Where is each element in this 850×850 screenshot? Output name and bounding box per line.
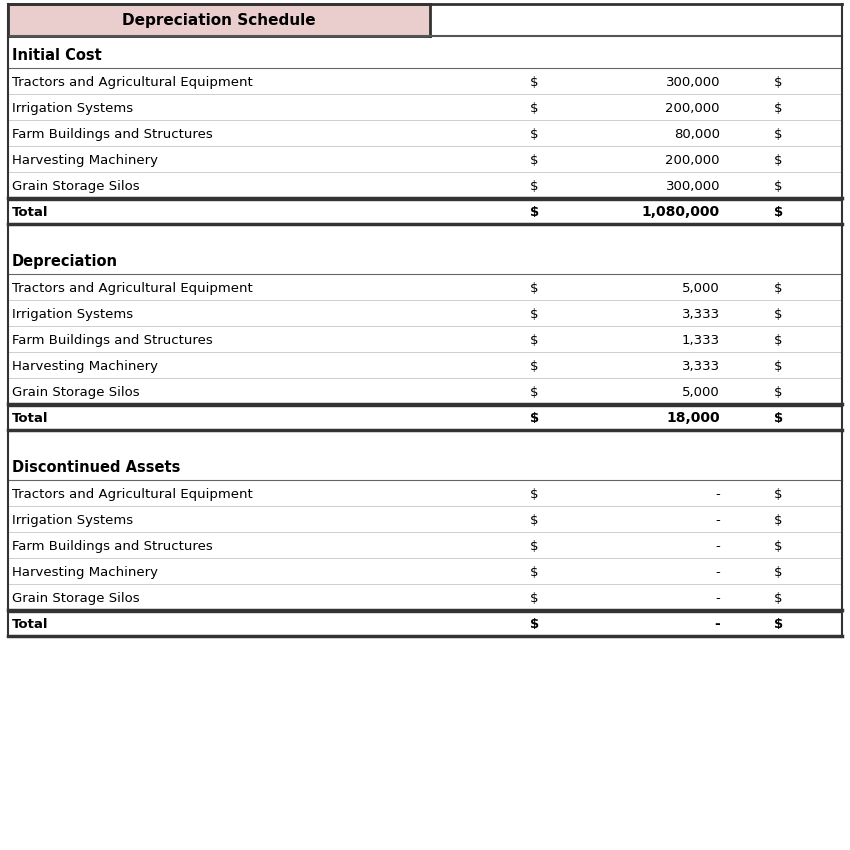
Text: $: $	[774, 386, 783, 399]
Text: $: $	[774, 592, 783, 605]
Text: Harvesting Machinery: Harvesting Machinery	[12, 360, 158, 373]
Text: 5,000: 5,000	[683, 282, 720, 295]
Text: -: -	[715, 488, 720, 501]
Text: $: $	[774, 513, 783, 527]
Text: $: $	[774, 102, 783, 115]
Text: Grain Storage Silos: Grain Storage Silos	[12, 180, 139, 193]
Text: $: $	[774, 128, 783, 141]
Text: $: $	[530, 386, 539, 399]
Text: -: -	[715, 513, 720, 527]
Text: 5,000: 5,000	[683, 386, 720, 399]
Text: Farm Buildings and Structures: Farm Buildings and Structures	[12, 128, 212, 141]
Text: Total: Total	[12, 206, 48, 218]
Text: -: -	[715, 566, 720, 579]
Text: -: -	[715, 540, 720, 552]
Text: -: -	[714, 617, 720, 632]
Text: $: $	[530, 360, 539, 373]
Text: $: $	[774, 76, 783, 88]
Text: $: $	[774, 360, 783, 373]
Text: $: $	[774, 566, 783, 579]
Text: -: -	[715, 592, 720, 605]
Text: Discontinued Assets: Discontinued Assets	[12, 460, 180, 475]
Text: Tractors and Agricultural Equipment: Tractors and Agricultural Equipment	[12, 282, 252, 295]
Text: $: $	[530, 488, 539, 501]
Text: $: $	[530, 180, 539, 193]
Text: $: $	[530, 334, 539, 347]
Text: Tractors and Agricultural Equipment: Tractors and Agricultural Equipment	[12, 488, 252, 501]
Text: 80,000: 80,000	[674, 128, 720, 141]
Text: $: $	[530, 128, 539, 141]
Text: $: $	[774, 180, 783, 193]
Text: Depreciation: Depreciation	[12, 254, 118, 269]
Text: $: $	[774, 308, 783, 320]
Text: Grain Storage Silos: Grain Storage Silos	[12, 592, 139, 605]
Text: $: $	[530, 540, 539, 552]
Text: Total: Total	[12, 618, 48, 631]
Text: 3,333: 3,333	[682, 360, 720, 373]
Text: Grain Storage Silos: Grain Storage Silos	[12, 386, 139, 399]
Text: $: $	[774, 618, 783, 631]
Text: $: $	[530, 102, 539, 115]
Text: Depreciation Schedule: Depreciation Schedule	[122, 13, 316, 27]
Text: $: $	[774, 488, 783, 501]
Text: 200,000: 200,000	[666, 154, 720, 167]
Text: $: $	[774, 540, 783, 552]
Text: $: $	[530, 592, 539, 605]
Text: 3,333: 3,333	[682, 308, 720, 320]
Text: 200,000: 200,000	[666, 102, 720, 115]
Text: $: $	[774, 411, 783, 425]
Text: $: $	[774, 334, 783, 347]
Text: Irrigation Systems: Irrigation Systems	[12, 102, 133, 115]
Text: Initial Cost: Initial Cost	[12, 48, 102, 63]
Text: $: $	[530, 513, 539, 527]
Text: 18,000: 18,000	[666, 411, 720, 425]
Text: 300,000: 300,000	[666, 180, 720, 193]
Text: $: $	[530, 618, 539, 631]
Text: 300,000: 300,000	[666, 76, 720, 88]
Text: $: $	[530, 566, 539, 579]
Text: Harvesting Machinery: Harvesting Machinery	[12, 566, 158, 579]
Text: Tractors and Agricultural Equipment: Tractors and Agricultural Equipment	[12, 76, 252, 88]
Text: $: $	[774, 206, 783, 218]
Text: Farm Buildings and Structures: Farm Buildings and Structures	[12, 540, 212, 552]
Text: $: $	[530, 282, 539, 295]
Text: Irrigation Systems: Irrigation Systems	[12, 513, 133, 527]
Text: Irrigation Systems: Irrigation Systems	[12, 308, 133, 320]
Text: $: $	[774, 282, 783, 295]
Text: 1,333: 1,333	[682, 334, 720, 347]
Text: 1,080,000: 1,080,000	[642, 206, 720, 219]
Text: $: $	[530, 76, 539, 88]
Bar	[8, 4, 430, 36]
Text: $: $	[530, 308, 539, 320]
Text: $: $	[530, 411, 539, 425]
Text: Harvesting Machinery: Harvesting Machinery	[12, 154, 158, 167]
Text: $: $	[774, 154, 783, 167]
Text: $: $	[530, 154, 539, 167]
Text: Total: Total	[12, 411, 48, 425]
Text: $: $	[530, 206, 539, 218]
Text: Farm Buildings and Structures: Farm Buildings and Structures	[12, 334, 212, 347]
